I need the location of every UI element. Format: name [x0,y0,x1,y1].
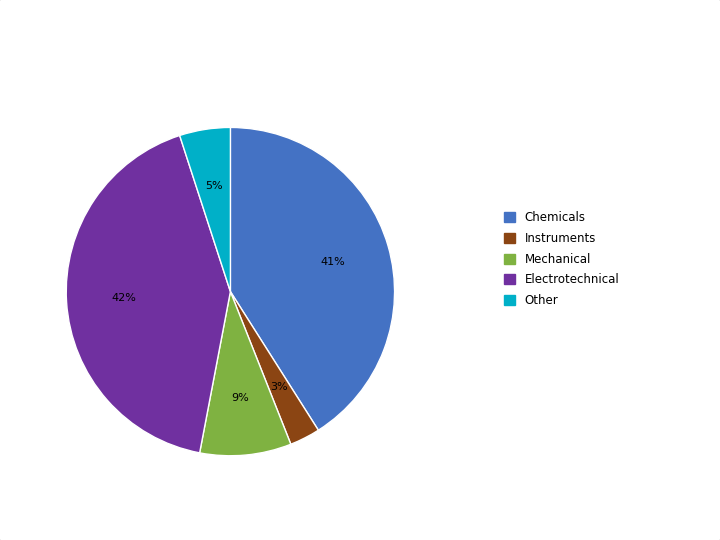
Legend: Chemicals, Instruments, Mechanical, Electrotechnical, Other: Chemicals, Instruments, Mechanical, Elec… [498,205,626,313]
Text: 9%: 9% [232,393,249,403]
Text: 5%: 5% [205,181,222,191]
Wedge shape [199,292,291,456]
Wedge shape [180,127,230,292]
Text: Breakdown of search requests according to sector: Breakdown of search requests according t… [83,36,637,56]
Wedge shape [230,127,395,430]
Text: 41%: 41% [320,257,346,267]
Wedge shape [230,292,318,444]
Text: 3%: 3% [270,382,288,392]
Wedge shape [66,136,230,453]
Text: 42%: 42% [112,293,136,303]
